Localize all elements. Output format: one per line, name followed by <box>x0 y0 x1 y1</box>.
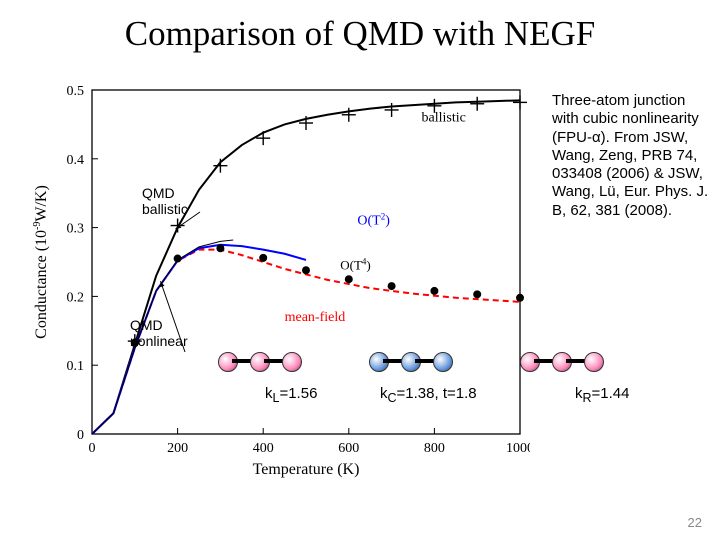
k-right-label: kR=1.44 <box>575 385 630 405</box>
chart-caption: Three-atom junction with cubic nonlinear… <box>552 92 710 220</box>
chart-plot: 0 200 400 600 800 1000 0 0.1 0.2 0.3 0.4 0.5 Tempera… <box>30 80 530 480</box>
svg-text:1000: 1000 <box>506 441 530 456</box>
svg-text:0.2: 0.2 <box>67 290 85 305</box>
slide-title: Comparison of QMD with NEGF <box>0 14 720 54</box>
svg-text:600: 600 <box>338 441 359 456</box>
svg-text:mean-field: mean-field <box>285 310 346 325</box>
annot-qmd-nonlinear: QMD nonlinear <box>130 317 188 349</box>
annot-qmd-ballistic: QMD ballistic <box>142 185 188 217</box>
page-number: 22 <box>688 515 702 530</box>
svg-text:0.4: 0.4 <box>67 153 85 168</box>
atom-node <box>433 352 453 372</box>
svg-text:0: 0 <box>89 441 96 456</box>
svg-text:Conductance (10-9W/K): Conductance (10-9W/K) <box>32 185 50 339</box>
svg-text:0: 0 <box>77 428 84 443</box>
chart-svg: 0 200 400 600 800 1000 0 0.1 0.2 0.3 0.4 0.5 Tempera… <box>30 80 530 480</box>
svg-text:0.1: 0.1 <box>67 359 85 374</box>
svg-text:0.3: 0.3 <box>67 222 85 237</box>
k-center-label: kC=1.38, t=1.8 <box>380 385 477 405</box>
svg-text:ballistic: ballistic <box>422 111 466 126</box>
svg-text:400: 400 <box>253 441 274 456</box>
atom-node <box>584 352 604 372</box>
k-left-label: kL=1.56 <box>265 385 317 405</box>
atom-chain-diagram <box>218 348 698 374</box>
svg-text:O(T4): O(T4) <box>340 256 371 272</box>
svg-text:800: 800 <box>424 441 445 456</box>
svg-text:Temperature (K): Temperature (K) <box>253 461 360 478</box>
svg-text:O(T2): O(T2) <box>357 212 390 229</box>
atom-node <box>282 352 302 372</box>
svg-text:200: 200 <box>167 441 188 456</box>
svg-text:0.5: 0.5 <box>67 84 85 99</box>
